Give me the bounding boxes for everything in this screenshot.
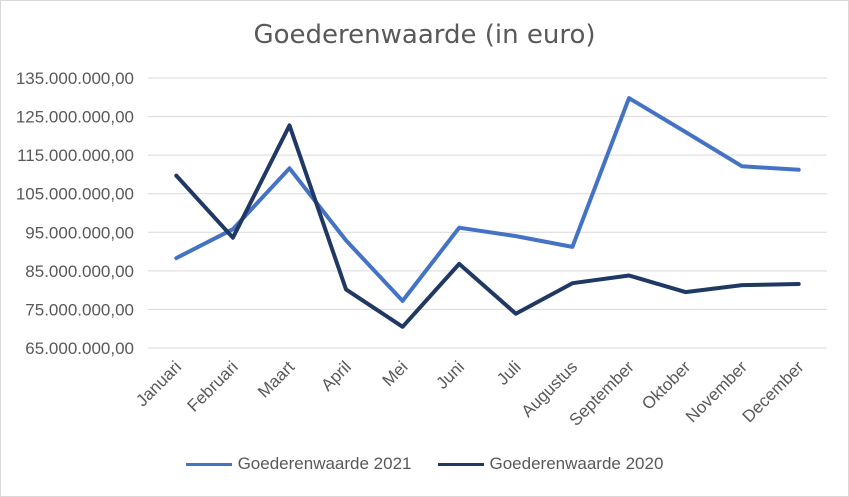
series-line-1 — [174, 123, 801, 329]
y-tick-label: 65.000.000,00 — [25, 339, 134, 358]
x-tick-label: Oktober — [638, 357, 694, 413]
x-tick-label: Mei — [379, 357, 412, 390]
x-tick-label: December — [739, 357, 808, 426]
x-tick-label: Februari — [183, 357, 241, 415]
x-tick-label: April — [317, 357, 354, 394]
legend-label-2020: Goederenwaarde 2020 — [489, 454, 664, 473]
y-tick-label: 85.000.000,00 — [25, 262, 134, 281]
legend-item-2020: Goederenwaarde 2020 — [437, 454, 664, 474]
legend-label-2021: Goederenwaarde 2021 — [237, 454, 412, 473]
legend-swatch-2021 — [185, 462, 232, 466]
y-tick-label: 75.000.000,00 — [25, 300, 134, 319]
x-tick-label: Januari — [132, 357, 185, 410]
x-tick-label: Juni — [433, 357, 468, 392]
gridlines — [148, 77, 827, 349]
y-tick-label: 105.000.000,00 — [16, 185, 134, 204]
y-tick-label: 135.000.000,00 — [16, 69, 134, 88]
legend-item-2021: Goederenwaarde 2021 — [185, 454, 412, 474]
series-line-0 — [174, 96, 801, 303]
x-tick-label: Juli — [493, 357, 524, 388]
y-axis-ticks: 65.000.000,00 75.000.000,00 85.000.000,00 9… — [16, 69, 134, 358]
legend: Goederenwaarde 2021 Goederenwaarde 2020 — [0, 454, 849, 474]
x-tick-label: Maart — [254, 357, 298, 401]
y-tick-label: 115.000.000,00 — [17, 146, 134, 165]
series-lines — [174, 96, 801, 329]
y-tick-label: 95.000.000,00 — [25, 223, 134, 242]
chart-title: Goederenwaarde (in euro) — [253, 20, 596, 50]
y-tick-label: 125.000.000,00 — [16, 108, 134, 127]
legend-swatch-2020 — [437, 462, 484, 466]
